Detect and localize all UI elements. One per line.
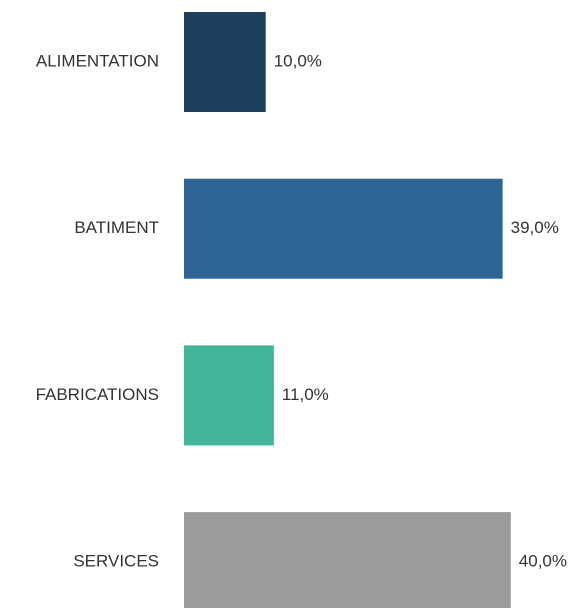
value-label: 10,0% [274, 51, 322, 70]
value-label: 39,0% [511, 218, 559, 237]
value-label: 40,0% [519, 552, 567, 571]
bar [184, 512, 511, 608]
category-label: SERVICES [73, 552, 159, 571]
value-label: 11,0% [282, 385, 329, 404]
category-label: FABRICATIONS [36, 385, 159, 404]
bar [184, 345, 274, 446]
category-label: BATIMENT [74, 218, 159, 237]
category-label: ALIMENTATION [36, 51, 159, 70]
bar [184, 178, 503, 279]
bar [184, 12, 266, 112]
